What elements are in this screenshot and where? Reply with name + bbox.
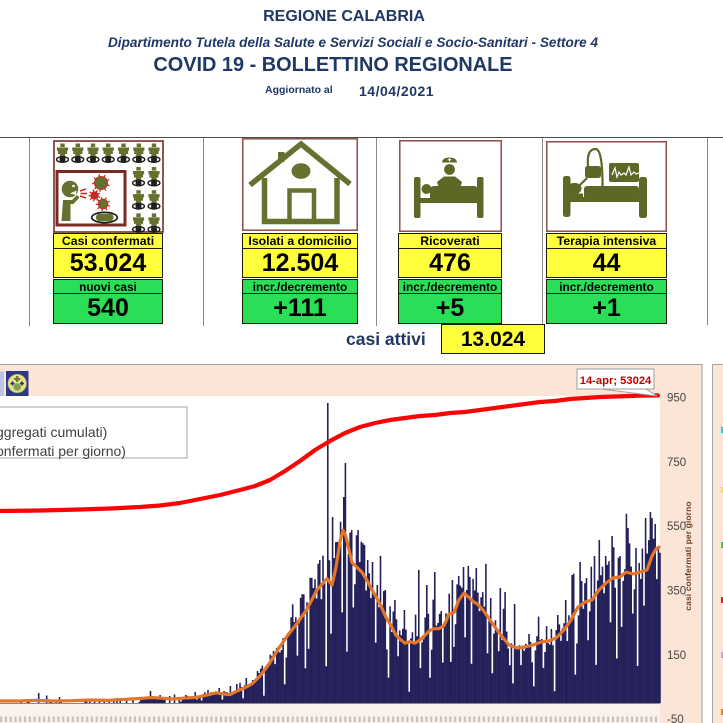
- svg-text:350: 350: [667, 586, 686, 598]
- svg-text:ggregati cumulati): ggregati cumulati): [0, 424, 107, 440]
- svg-text:14-apr; 53024: 14-apr; 53024: [580, 375, 652, 387]
- svg-text:-50: -50: [667, 714, 684, 723]
- svg-text:casi confermati per giorno: casi confermati per giorno: [683, 501, 693, 610]
- svg-text:550: 550: [667, 521, 686, 533]
- svg-text:150: 150: [667, 650, 686, 662]
- svg-text:750: 750: [667, 457, 686, 469]
- svg-text:onfermati per giorno): onfermati per giorno): [0, 443, 126, 459]
- svg-text:950: 950: [667, 393, 686, 405]
